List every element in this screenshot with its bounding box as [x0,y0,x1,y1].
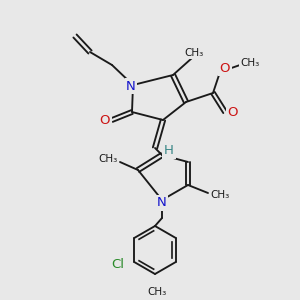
Text: O: O [228,106,238,118]
Text: CH₃: CH₃ [210,190,230,200]
Text: O: O [220,61,230,74]
Text: CH₃: CH₃ [184,48,204,58]
Text: H: H [164,145,174,158]
Text: CH₃: CH₃ [98,154,118,164]
Text: O: O [100,115,110,128]
Text: CH₃: CH₃ [240,58,260,68]
Text: N: N [157,196,167,209]
Text: CH₃: CH₃ [147,287,167,297]
Text: Cl: Cl [112,257,125,271]
Text: N: N [126,80,136,92]
